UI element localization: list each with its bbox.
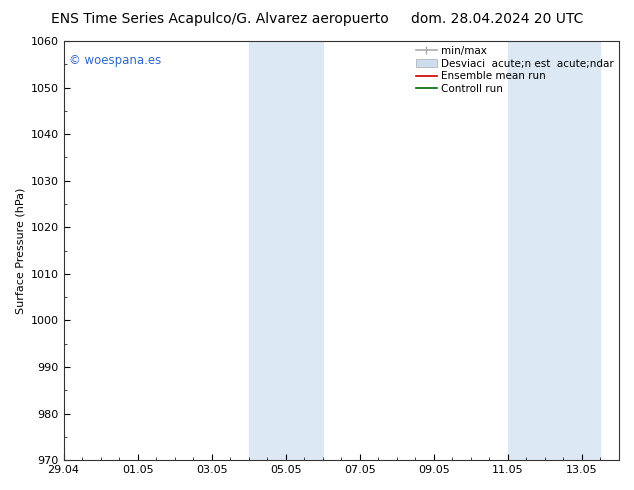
Text: ENS Time Series Acapulco/G. Alvarez aeropuerto: ENS Time Series Acapulco/G. Alvarez aero…	[51, 12, 389, 26]
Y-axis label: Surface Pressure (hPa): Surface Pressure (hPa)	[15, 187, 25, 314]
Text: dom. 28.04.2024 20 UTC: dom. 28.04.2024 20 UTC	[411, 12, 583, 26]
Legend: min/max, Desviaci  acute;n est  acute;ndar, Ensemble mean run, Controll run: min/max, Desviaci acute;n est acute;ndar…	[414, 44, 616, 96]
Text: © woespana.es: © woespana.es	[69, 53, 161, 67]
Bar	[249, 41, 323, 460]
Bar	[508, 41, 600, 460]
